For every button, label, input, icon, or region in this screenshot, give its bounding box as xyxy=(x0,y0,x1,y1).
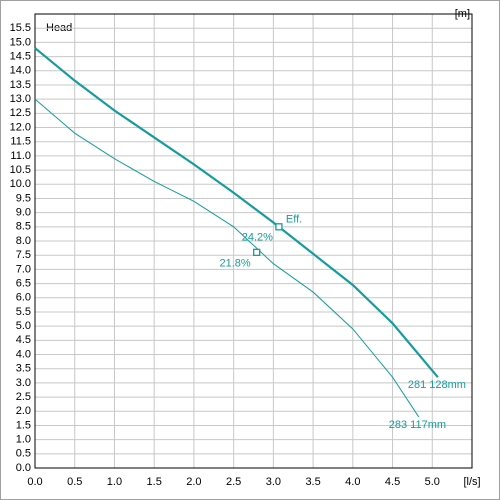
curve-label: 283 117mm xyxy=(389,419,446,431)
y-tick-label: 13.0 xyxy=(10,93,31,105)
y-tick-label: 2.5 xyxy=(16,391,31,403)
efficiency-marker xyxy=(275,223,283,231)
head-curve xyxy=(34,98,420,418)
curve-label: 281 128mm xyxy=(408,379,466,391)
y-tick-label: 3.5 xyxy=(16,363,31,375)
x-tick-label: 2.0 xyxy=(186,476,201,488)
y-tick-label: 13.5 xyxy=(10,79,31,91)
y-tick-label: 2.0 xyxy=(16,405,31,417)
x-tick-label: 0.0 xyxy=(27,476,42,488)
y-tick-label: 4.0 xyxy=(16,348,31,360)
x-tick-label: 1.5 xyxy=(147,476,162,488)
y-tick-label: 14.5 xyxy=(10,50,31,62)
x-unit: [l/s] xyxy=(463,476,480,488)
y-tick-label: 6.5 xyxy=(16,277,31,289)
y-tick-label: 4.5 xyxy=(16,334,31,346)
y-tick-label: 9.5 xyxy=(16,192,31,204)
y-tick-label: 9.0 xyxy=(16,207,31,219)
y-tick-label: 3.0 xyxy=(16,377,31,389)
y-tick-label: 15.0 xyxy=(10,36,31,48)
y-tick-label: 5.5 xyxy=(16,306,31,318)
y-tick-label: 12.0 xyxy=(10,121,31,133)
x-tick-label: 1.0 xyxy=(107,476,122,488)
y-tick-label: 1.0 xyxy=(16,434,31,446)
x-tick-label: 5.0 xyxy=(425,476,440,488)
y-tick-label: 8.5 xyxy=(16,221,31,233)
x-tick-label: 0.5 xyxy=(67,476,82,488)
y-tick-label: 11.5 xyxy=(10,136,31,148)
y-tick-label: 1.5 xyxy=(16,419,31,431)
y-tick-label: 7.0 xyxy=(16,263,31,275)
x-tick-label: 3.0 xyxy=(266,476,281,488)
y-tick-label: 7.5 xyxy=(16,249,31,261)
y-tick-label: 8.0 xyxy=(16,235,31,247)
y-tick-label: 0.5 xyxy=(16,448,31,460)
y-tick-label: 14.0 xyxy=(10,65,31,77)
efficiency-label: 21.8% xyxy=(219,257,250,269)
y-tick-label: 6.0 xyxy=(16,292,31,304)
y-tick-label: 0.0 xyxy=(16,462,31,474)
y-tick-label: 5.0 xyxy=(16,320,31,332)
x-tick-label: 4.5 xyxy=(385,476,400,488)
y-tick-label: 10.0 xyxy=(10,178,31,190)
head-curve xyxy=(34,47,439,378)
y-tick-label: 10.5 xyxy=(10,164,31,176)
efficiency-marker xyxy=(253,248,261,257)
efficiency-note: Eff. xyxy=(286,214,302,226)
y-tick-label: 12.5 xyxy=(10,107,31,119)
plot-frame xyxy=(34,13,473,469)
efficiency-label: 24.2% xyxy=(242,232,273,244)
x-tick-label: 4.0 xyxy=(345,476,360,488)
y-tick-label: 15.5 xyxy=(10,22,31,34)
y-tick-label: 11.0 xyxy=(10,150,31,162)
x-tick-label: 3.5 xyxy=(305,476,320,488)
x-tick-label: 2.5 xyxy=(226,476,241,488)
